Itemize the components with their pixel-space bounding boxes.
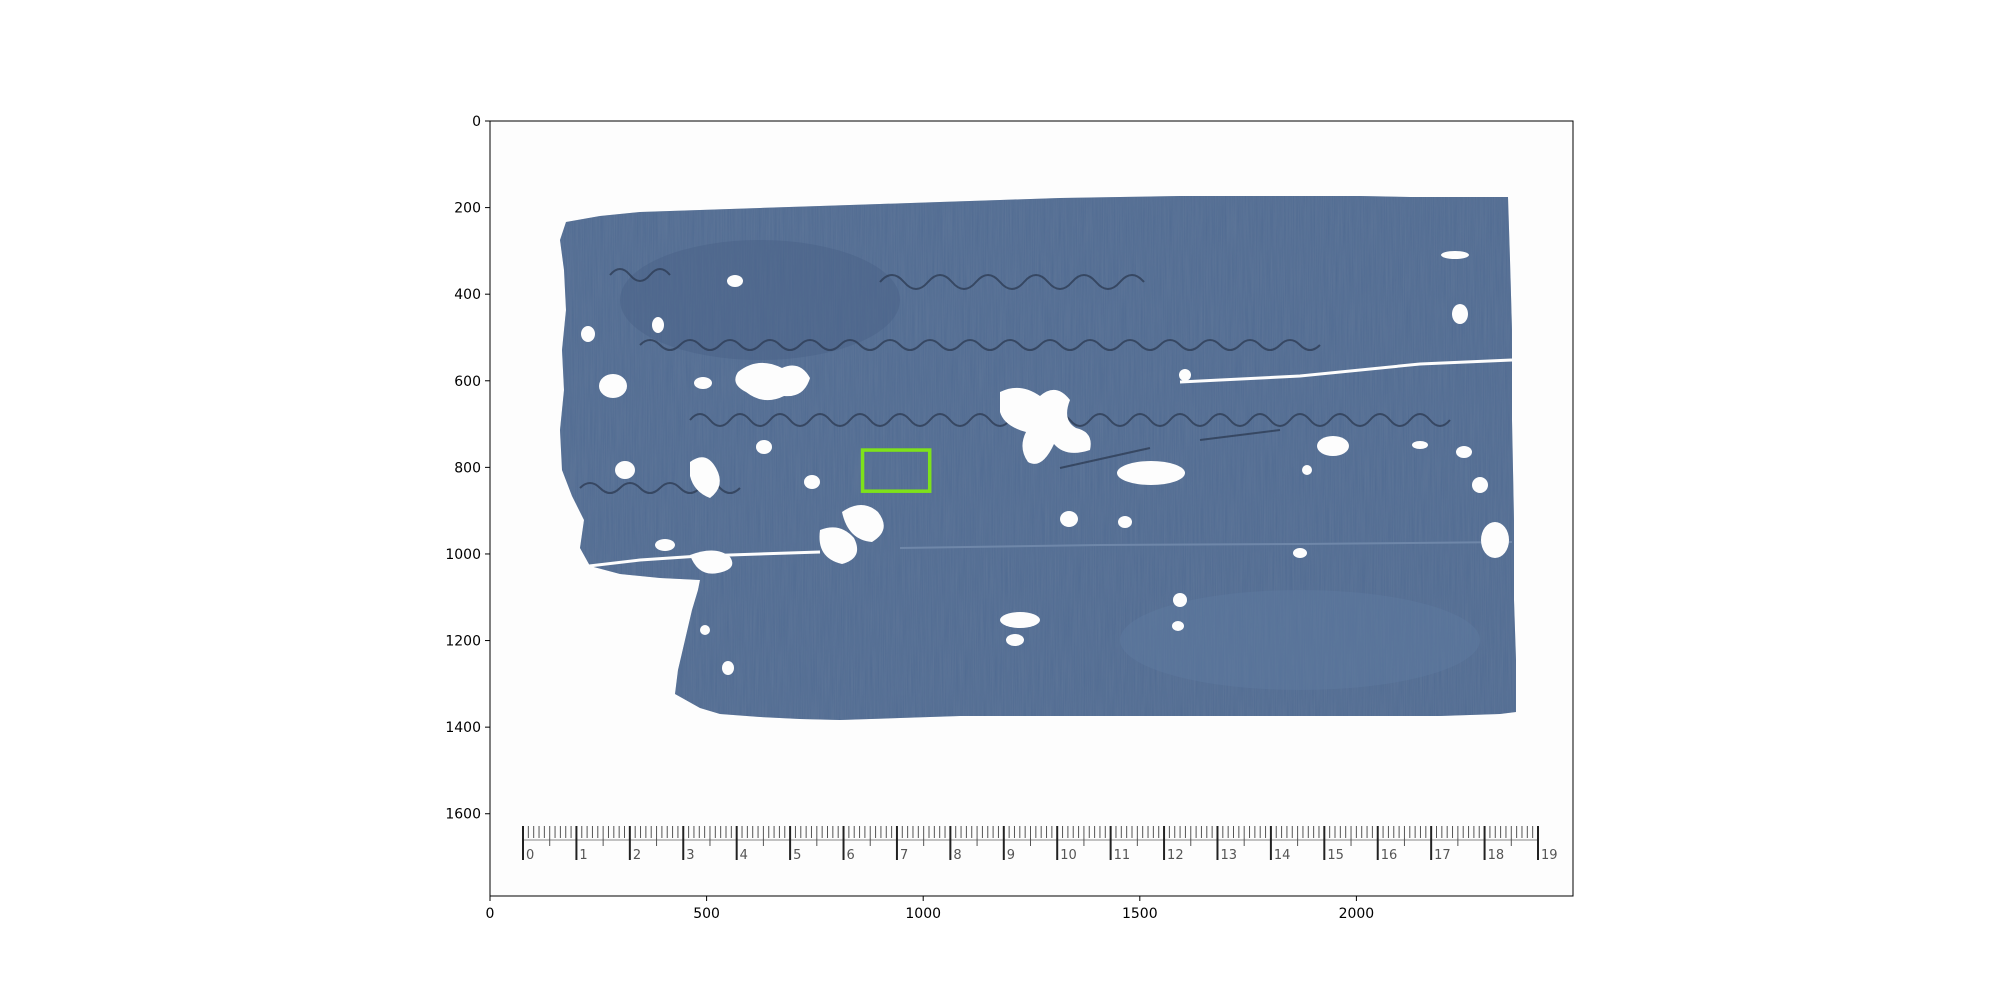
ruler-label: 6 [847, 848, 855, 863]
ruler: 0 1 2 3 4 5 6 7 8 9 10 11 12 13 14 15 16 17 18 19 [522, 826, 1558, 863]
ruler-label: 9 [1007, 848, 1015, 863]
papyrus-holes [581, 251, 1509, 675]
ruler-label: 17 [1434, 848, 1451, 863]
ruler-label: 8 [953, 848, 961, 863]
x-tick-label: 2000 [1339, 906, 1375, 922]
ruler-label: 14 [1274, 848, 1291, 863]
x-tick-label: 0 [486, 906, 495, 922]
highlight-box [860, 448, 932, 493]
ruler-label: 12 [1167, 848, 1184, 863]
y-tick-label: 1200 [445, 634, 481, 650]
ruler-label: 5 [793, 848, 801, 863]
y-tick-label: 0 [472, 114, 481, 130]
ruler-label: 1 [579, 848, 587, 863]
ruler-label: 11 [1114, 848, 1131, 863]
y-tick-label: 1400 [445, 720, 481, 736]
x-axis: 0 500 1000 1500 2000 [486, 896, 1375, 922]
ruler-label: 3 [686, 848, 694, 863]
y-tick-label: 400 [454, 287, 481, 303]
y-axis: 0 200 400 600 800 1000 1200 1400 1600 [445, 114, 490, 823]
x-tick-label: 1000 [905, 906, 941, 922]
y-tick-label: 1000 [445, 547, 481, 563]
axes-frame [489, 120, 1574, 897]
ruler-label: 18 [1488, 848, 1505, 863]
ruler-label: 0 [526, 848, 534, 863]
ruler-label: 10 [1060, 848, 1077, 863]
papyrus-photo [554, 196, 1516, 720]
ruler-label: 15 [1327, 848, 1344, 863]
ruler-label: 7 [900, 848, 908, 863]
y-tick-label: 600 [454, 374, 481, 390]
x-tick-label: 1500 [1122, 906, 1158, 922]
ruler-label: 16 [1381, 848, 1398, 863]
ruler-label: 4 [740, 848, 748, 863]
ruler-label: 13 [1220, 848, 1237, 863]
ruler-label: 19 [1541, 848, 1558, 863]
y-tick-label: 800 [454, 460, 481, 476]
ruler-label: 2 [633, 848, 641, 863]
x-tick-label: 500 [693, 906, 720, 922]
y-tick-label: 1600 [445, 807, 481, 823]
y-tick-label: 200 [454, 201, 481, 217]
